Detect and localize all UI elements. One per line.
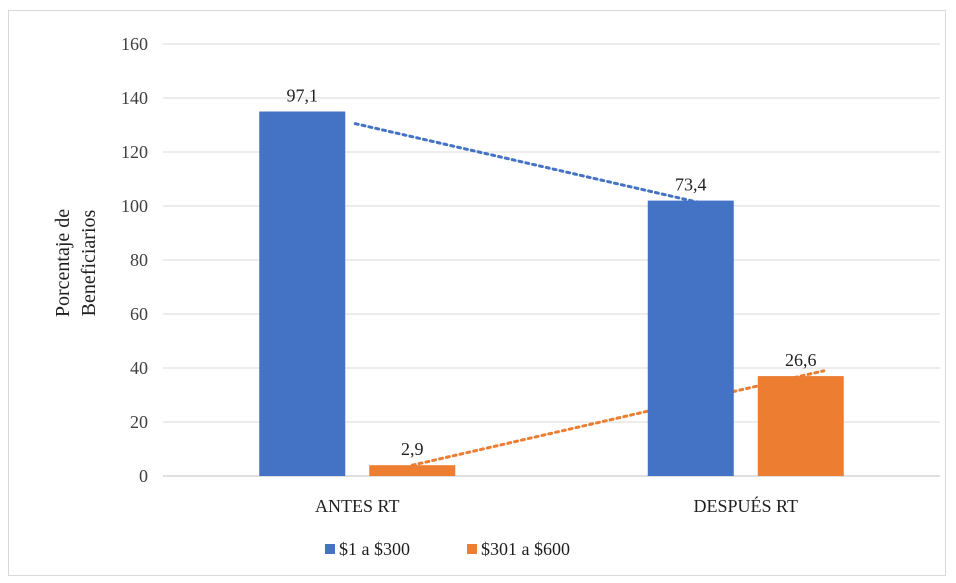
y-tick-label: 80 [130, 250, 148, 270]
trendline [410, 369, 826, 467]
bars [259, 111, 844, 476]
y-tick-label: 100 [121, 196, 148, 216]
bar [259, 111, 346, 476]
legend: $1 a $300 $301 a $600 [325, 539, 570, 559]
data-label: 97,1 [287, 86, 319, 106]
x-tick-label: DESPUÉS RT [694, 495, 798, 516]
y-tick-label: 120 [121, 142, 148, 162]
data-labels: 97,1 2,9 73,4 26,6 [287, 86, 817, 460]
y-tick-label: 140 [121, 88, 148, 108]
bar [369, 465, 456, 476]
legend-label: $1 a $300 [339, 539, 410, 559]
chart-frame [8, 10, 946, 576]
x-axis-categories: ANTES RT DESPUÉS RT [315, 495, 798, 516]
trendlines [353, 122, 826, 467]
data-label: 26,6 [785, 350, 817, 370]
y-tick-label: 20 [130, 412, 148, 432]
y-tick-label: 0 [139, 466, 148, 486]
legend-label: $301 a $600 [481, 539, 570, 559]
trendline [353, 122, 716, 208]
y-axis-ticks: 0 20 40 60 80 100 120 140 160 [121, 34, 148, 486]
bar [757, 376, 844, 476]
data-label: 73,4 [675, 175, 707, 195]
y-tick-label: 60 [130, 304, 148, 324]
legend-swatch [325, 544, 335, 554]
y-axis-label-line-2: Beneficiarios [78, 209, 100, 316]
y-axis-label-line-1: Porcentaje de [52, 209, 74, 317]
bar [647, 200, 734, 476]
data-label: 2,9 [401, 439, 424, 459]
x-tick-label: ANTES RT [315, 496, 399, 516]
legend-swatch [467, 544, 477, 554]
y-tick-label: 40 [130, 358, 148, 378]
y-tick-label: 160 [121, 34, 148, 54]
